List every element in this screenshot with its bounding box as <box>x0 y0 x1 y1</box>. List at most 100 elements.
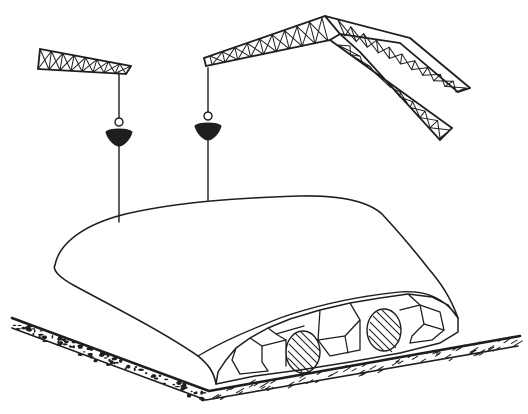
lattice-diagonal <box>350 26 368 48</box>
soil-hatch <box>476 349 486 355</box>
lattice-diagonal <box>237 42 248 61</box>
gravel-dot <box>172 383 176 386</box>
lattice-diagonal <box>444 85 467 89</box>
crane-hook-icon <box>105 117 133 147</box>
lattice-diagonal <box>411 67 429 71</box>
soil-hatch <box>253 383 259 387</box>
lattice-diagonal <box>59 54 75 71</box>
soil-hatch <box>487 346 495 352</box>
gravel-dot <box>27 324 33 328</box>
gravel-dot <box>145 372 148 375</box>
soil-hatch <box>411 355 419 360</box>
lattice-diagonal <box>429 127 451 131</box>
gravel-dot <box>77 353 83 356</box>
soil-hatch <box>397 360 404 365</box>
gravel-dot <box>33 329 36 333</box>
soil-hatch <box>473 341 481 346</box>
lattice-diagonal <box>401 53 413 71</box>
soil-hatch <box>492 346 501 352</box>
lattice-diagonal <box>288 25 298 50</box>
soil-hatch <box>261 386 266 389</box>
gravel-dot <box>15 328 21 330</box>
gravel-dot <box>106 354 110 358</box>
gravel-dot <box>59 341 63 345</box>
soil-hatch <box>340 364 347 370</box>
soil-hatch <box>299 374 305 379</box>
gravel-dot <box>154 377 159 380</box>
gravel-dot <box>174 386 181 388</box>
lattice-post <box>411 60 416 71</box>
soil-hatch <box>452 345 460 351</box>
lattice-diagonal <box>387 82 401 98</box>
gravel-dot <box>108 358 111 362</box>
soil-hatch <box>467 349 476 356</box>
gravel-dot <box>176 380 182 385</box>
soil-hatch <box>510 339 518 344</box>
gravel-dot <box>61 338 66 342</box>
lattice-diagonal <box>50 50 61 71</box>
soil-hatch <box>270 380 276 384</box>
lattice-diagonal <box>337 44 361 57</box>
gravel-dot <box>115 361 119 364</box>
crane-jib-right <box>203 15 341 67</box>
lattice-diagonal <box>400 60 416 65</box>
soil-hatch <box>220 395 227 401</box>
gravel-dot <box>41 336 44 339</box>
lattice-post <box>363 33 368 48</box>
lattice-diagonal <box>275 30 286 53</box>
soil-hatch <box>377 366 384 371</box>
lattice-post <box>259 38 265 55</box>
gravel-dot <box>111 357 118 361</box>
lattice-post <box>59 52 64 71</box>
lattice-diagonal <box>246 42 265 55</box>
lattice-post <box>419 110 426 119</box>
lattice-post <box>309 21 316 45</box>
gravel-dot <box>31 328 36 330</box>
soil-hatch <box>358 371 367 377</box>
soil-hatch <box>377 368 385 374</box>
lattice-diagonal <box>114 65 132 74</box>
soil-hatch <box>360 370 370 376</box>
soil-hatch <box>248 384 253 388</box>
lattice-diagonal <box>409 106 426 112</box>
ground-gravel <box>12 324 207 402</box>
lattice-diagonal <box>359 55 364 65</box>
lattice-post <box>114 63 121 74</box>
lattice-post <box>350 26 357 43</box>
lattice-post <box>271 34 277 53</box>
gravel-dot <box>27 327 32 332</box>
gravel-dot <box>57 337 63 341</box>
gravel-dot <box>106 363 111 366</box>
soil-hatch <box>513 340 523 347</box>
soil-hatch <box>361 363 368 367</box>
lattice-post <box>422 67 429 76</box>
soil-hatch <box>259 381 269 388</box>
lattice-post <box>400 53 403 65</box>
soil-hatch <box>287 384 294 389</box>
lattice-post <box>349 53 361 57</box>
lattice-diagonal <box>419 117 439 122</box>
gravel-dot <box>69 345 74 348</box>
soil-hatch <box>288 381 295 386</box>
soil-hatch <box>443 354 452 360</box>
lattice-diagonal <box>48 52 64 71</box>
gravel-dot <box>138 368 144 371</box>
lattice-diagonal <box>209 55 226 63</box>
gravel-dot <box>42 335 47 340</box>
lattice-diagonal <box>301 21 311 47</box>
gravel-dot <box>82 351 86 353</box>
crane-mast-diagonal <box>329 33 453 141</box>
lattice-diagonal <box>103 63 121 74</box>
lattice-diagonal <box>379 76 389 84</box>
lattice-post <box>81 57 86 72</box>
crane-jib-left <box>37 48 132 75</box>
soil-hatch <box>435 352 441 356</box>
lattice-post <box>209 55 213 66</box>
crane-hook-icon <box>194 111 222 141</box>
pipe-hatch-right <box>368 309 402 353</box>
gravel-dot <box>126 365 131 367</box>
lattice-post <box>296 25 303 47</box>
gravel-dot <box>12 324 17 327</box>
soil-hatch <box>407 354 413 359</box>
